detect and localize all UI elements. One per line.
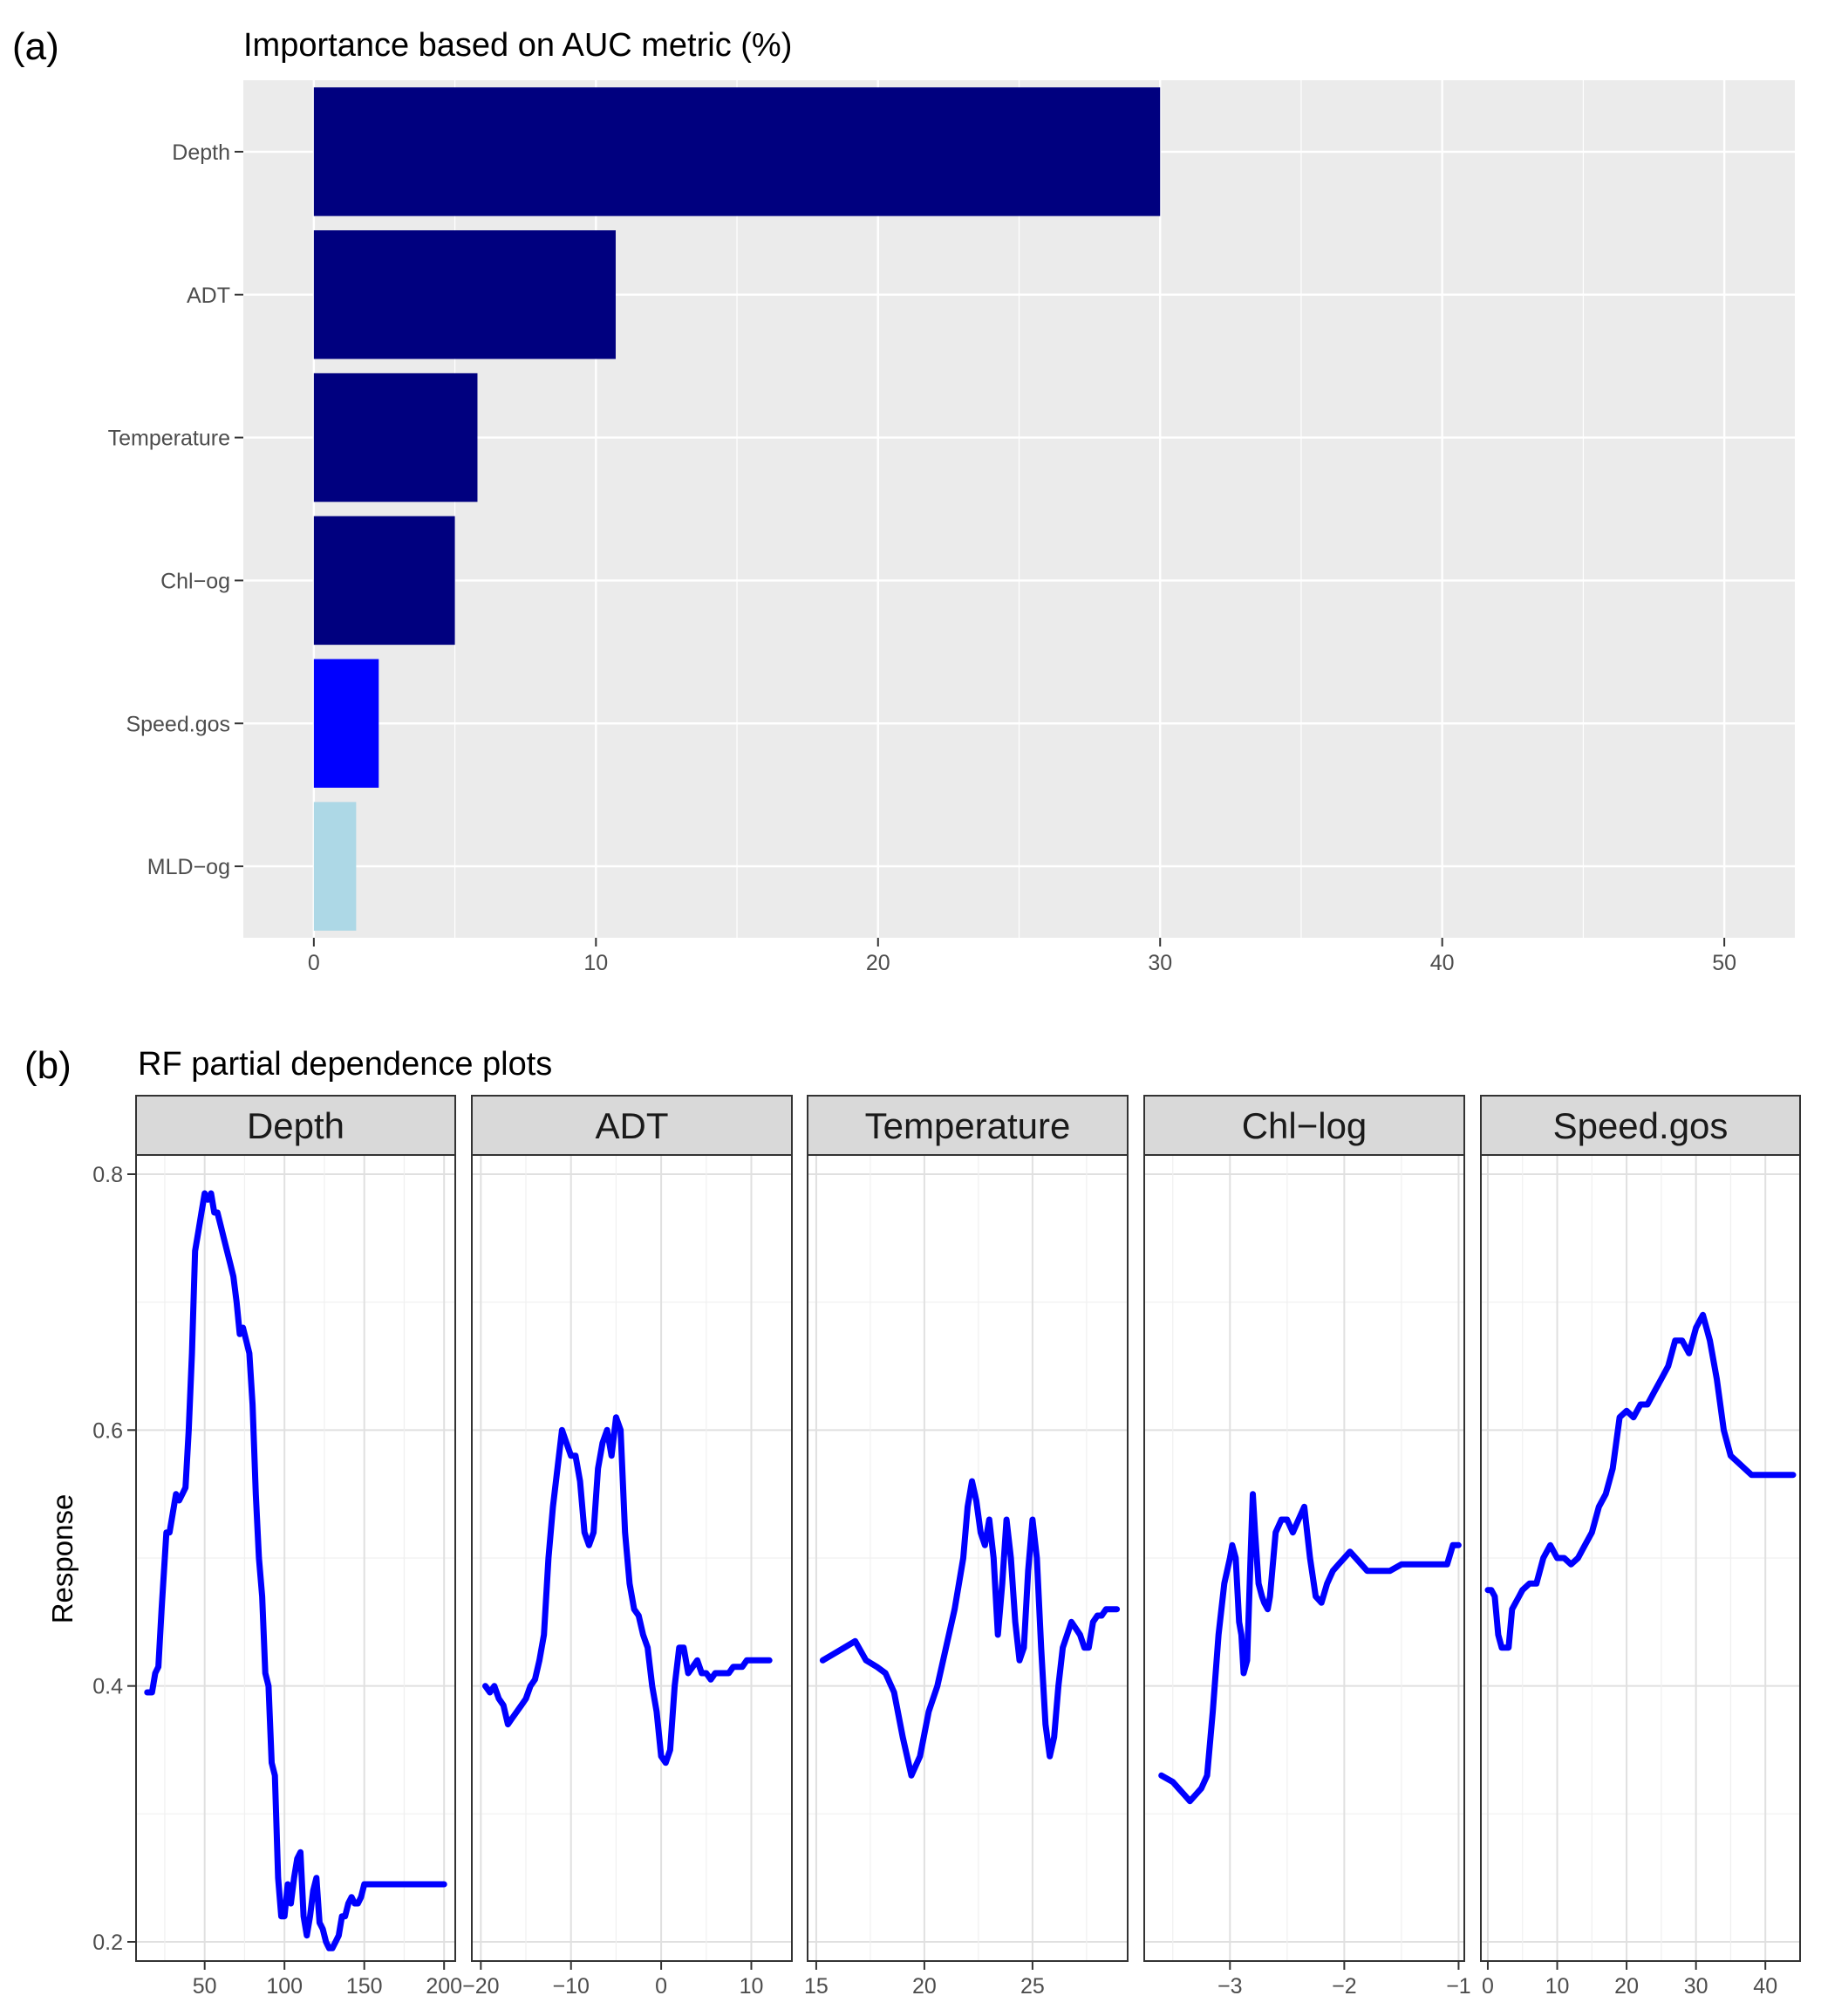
facet-temperature: Temperature 15 20 25: [804, 1095, 1129, 1999]
x-tick-label: 10: [583, 951, 608, 975]
x-tick-label: 40: [1430, 951, 1455, 975]
x-tick-label: 10: [1545, 1974, 1570, 1999]
x-tick-label: −10: [553, 1974, 590, 1999]
importance-chart-title: Importance based on AUC metric (%): [243, 27, 792, 64]
x-tick-label: 0: [655, 1974, 667, 1999]
x-tick-label: 150: [346, 1974, 383, 1999]
response-line-adt: [482, 1414, 773, 1767]
y-tick-label: Temperature: [108, 427, 230, 451]
response-line-depth: [144, 1190, 447, 1951]
x-tick-label: 20: [866, 951, 890, 975]
x-tick-label: 20: [912, 1974, 937, 1999]
facet-strip-label: Speed.gos: [1553, 1105, 1729, 1146]
y-axis-label: Response: [46, 1494, 78, 1624]
x-tick-label: 50: [193, 1974, 217, 1999]
y-tick-label: 0.2: [92, 1931, 123, 1955]
x-tick-label: 30: [1148, 951, 1172, 975]
x-tick-label: 40: [1753, 1974, 1777, 1999]
x-tick-label: 0: [308, 951, 320, 975]
panel-a-label: (a): [12, 25, 59, 68]
bar-chl-og: [313, 516, 455, 646]
facet-panel-border: [1480, 1154, 1801, 1962]
facet-panel-border: [135, 1154, 456, 1962]
facet-strip-label: Temperature: [865, 1105, 1071, 1146]
x-tick-label: 15: [804, 1974, 829, 1999]
response-line-speed-gos: [1484, 1311, 1797, 1651]
x-tick-label: −3: [1217, 1974, 1243, 1999]
y-tick-label: ADT: [187, 284, 230, 308]
bar-depth: [313, 87, 1161, 216]
facet-strip: [1143, 1095, 1465, 1156]
x-tick-label: −1: [1446, 1974, 1471, 1999]
facet-strip-label: Chl−log: [1242, 1105, 1367, 1146]
facet-panel-border: [1143, 1154, 1465, 1962]
x-tick-label: −20: [462, 1974, 499, 1999]
panel-b-label: (b): [24, 1044, 72, 1087]
bar-temperature: [313, 372, 478, 502]
facet-strip: [471, 1095, 793, 1156]
x-tick-label: −2: [1332, 1974, 1357, 1999]
y-tick-label: MLD−og: [147, 855, 230, 879]
pdp-chart-title: RF partial dependence plots: [138, 1046, 552, 1083]
x-tick-label: 20: [1614, 1974, 1639, 1999]
x-tick-label: 30: [1684, 1974, 1708, 1999]
facet-adt: ADT −20 −10 0 10: [462, 1095, 793, 1999]
x-tick-label: 10: [740, 1974, 764, 1999]
y-tick-label: 0.8: [92, 1163, 123, 1187]
y-tick-label: Chl−og: [160, 569, 230, 593]
facet-strip: [807, 1095, 1129, 1156]
y-tick-label: Depth: [172, 140, 230, 165]
facet-strip: [135, 1095, 456, 1156]
bar-adt: [313, 230, 616, 359]
x-tick-label: 0: [1482, 1974, 1494, 1999]
facet-speed-gos: Speed.gos 0 10 20 30 40: [1480, 1095, 1801, 1999]
bar-mld-og: [313, 802, 357, 931]
y-tick-label: 0.4: [92, 1675, 123, 1699]
x-tick-label: 200: [426, 1974, 462, 1999]
facet-chl-log: Chl−log −3 −2 −1: [1143, 1095, 1471, 1999]
importance-bar-chart: Depth ADT Temperature Chl−og Speed.gos MLD−og…: [108, 80, 1795, 975]
y-tick-label: 0.6: [92, 1418, 123, 1443]
x-tick-label: 50: [1712, 951, 1736, 975]
response-line-temperature: [819, 1478, 1121, 1779]
facet-depth: Depth 50 100 150 200 0.2 0.4 0.6 0.8: [92, 1095, 462, 1999]
facet-panel-border: [471, 1154, 793, 1962]
facet-strip-label: ADT: [596, 1105, 669, 1146]
y-tick-label: Speed.gos: [126, 712, 230, 736]
bar-speed-gos: [313, 659, 379, 788]
response-line-chl-log: [1158, 1491, 1462, 1805]
facet-panel-border: [807, 1154, 1129, 1962]
x-tick-label: 25: [1020, 1974, 1045, 1999]
x-tick-label: 100: [266, 1974, 303, 1999]
facet-strip-label: Depth: [247, 1105, 344, 1146]
